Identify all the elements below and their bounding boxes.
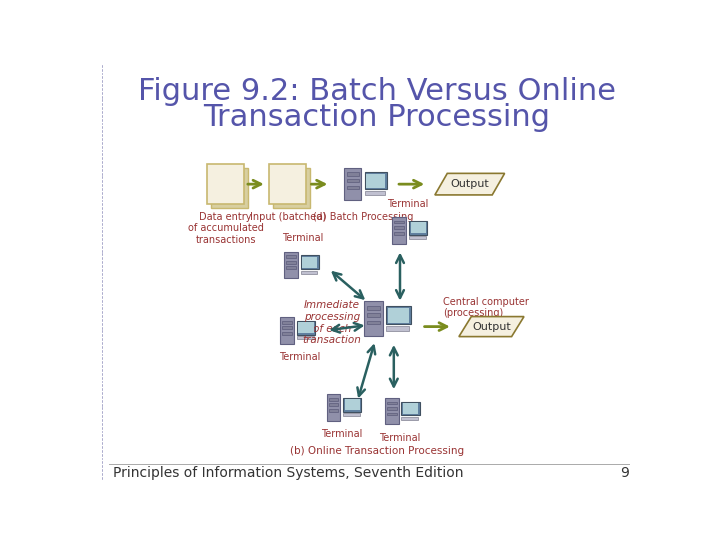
FancyBboxPatch shape bbox=[301, 255, 319, 269]
Text: Terminal: Terminal bbox=[387, 199, 428, 209]
Text: Data entry
of accumulated
transactions: Data entry of accumulated transactions bbox=[188, 212, 264, 245]
FancyBboxPatch shape bbox=[282, 321, 292, 323]
FancyBboxPatch shape bbox=[343, 398, 361, 411]
FancyBboxPatch shape bbox=[301, 271, 318, 274]
FancyBboxPatch shape bbox=[409, 236, 426, 239]
FancyBboxPatch shape bbox=[366, 306, 380, 309]
FancyBboxPatch shape bbox=[346, 186, 359, 189]
FancyBboxPatch shape bbox=[328, 403, 338, 406]
FancyBboxPatch shape bbox=[282, 326, 292, 329]
FancyBboxPatch shape bbox=[297, 336, 313, 340]
FancyBboxPatch shape bbox=[328, 398, 338, 401]
FancyBboxPatch shape bbox=[402, 403, 418, 414]
FancyBboxPatch shape bbox=[207, 164, 244, 204]
FancyBboxPatch shape bbox=[409, 221, 427, 234]
FancyBboxPatch shape bbox=[364, 191, 385, 195]
FancyBboxPatch shape bbox=[410, 222, 426, 233]
Text: (b) Online Transaction Processing: (b) Online Transaction Processing bbox=[289, 446, 464, 456]
FancyBboxPatch shape bbox=[211, 168, 248, 208]
FancyBboxPatch shape bbox=[395, 226, 404, 229]
FancyBboxPatch shape bbox=[388, 308, 409, 322]
Text: Figure 9.2: Batch Versus Online: Figure 9.2: Batch Versus Online bbox=[138, 77, 616, 106]
FancyBboxPatch shape bbox=[395, 221, 404, 224]
FancyBboxPatch shape bbox=[343, 413, 360, 416]
FancyBboxPatch shape bbox=[387, 306, 410, 325]
FancyBboxPatch shape bbox=[392, 217, 406, 244]
FancyBboxPatch shape bbox=[366, 313, 380, 317]
FancyBboxPatch shape bbox=[387, 402, 397, 404]
FancyBboxPatch shape bbox=[269, 164, 306, 204]
FancyBboxPatch shape bbox=[364, 172, 387, 189]
FancyBboxPatch shape bbox=[366, 321, 380, 325]
FancyBboxPatch shape bbox=[346, 179, 359, 183]
Text: (a) Batch Processing: (a) Batch Processing bbox=[312, 212, 413, 222]
FancyBboxPatch shape bbox=[366, 174, 385, 187]
Text: 9: 9 bbox=[620, 466, 629, 480]
Polygon shape bbox=[459, 316, 524, 336]
Text: Terminal: Terminal bbox=[282, 233, 324, 244]
FancyBboxPatch shape bbox=[345, 399, 360, 410]
FancyBboxPatch shape bbox=[282, 332, 292, 335]
Text: Transaction Processing: Transaction Processing bbox=[203, 103, 550, 132]
FancyBboxPatch shape bbox=[298, 322, 313, 333]
FancyBboxPatch shape bbox=[328, 409, 338, 411]
Text: Immediate
processing
of each
transaction: Immediate processing of each transaction bbox=[302, 300, 361, 345]
FancyBboxPatch shape bbox=[286, 255, 296, 258]
FancyBboxPatch shape bbox=[286, 261, 296, 264]
FancyBboxPatch shape bbox=[401, 417, 418, 420]
FancyBboxPatch shape bbox=[280, 318, 294, 343]
Text: Central computer
(processing): Central computer (processing) bbox=[443, 296, 528, 318]
Text: Terminal: Terminal bbox=[379, 433, 420, 443]
FancyBboxPatch shape bbox=[387, 326, 409, 331]
FancyBboxPatch shape bbox=[344, 168, 361, 200]
FancyBboxPatch shape bbox=[302, 256, 318, 268]
Text: Input (batched): Input (batched) bbox=[250, 212, 325, 222]
FancyBboxPatch shape bbox=[384, 398, 399, 424]
Text: Principles of Information Systems, Seventh Edition: Principles of Information Systems, Seven… bbox=[113, 466, 464, 480]
FancyBboxPatch shape bbox=[327, 394, 341, 421]
FancyBboxPatch shape bbox=[395, 232, 404, 234]
Text: Terminal: Terminal bbox=[321, 429, 363, 439]
Text: Terminal: Terminal bbox=[279, 352, 320, 362]
FancyBboxPatch shape bbox=[284, 252, 298, 278]
Polygon shape bbox=[435, 173, 505, 195]
FancyBboxPatch shape bbox=[346, 172, 359, 176]
FancyBboxPatch shape bbox=[364, 301, 382, 336]
FancyBboxPatch shape bbox=[286, 266, 296, 269]
FancyBboxPatch shape bbox=[401, 402, 420, 415]
FancyBboxPatch shape bbox=[273, 168, 310, 208]
FancyBboxPatch shape bbox=[387, 413, 397, 415]
FancyBboxPatch shape bbox=[297, 321, 315, 335]
FancyBboxPatch shape bbox=[387, 407, 397, 410]
Text: Output: Output bbox=[472, 322, 510, 332]
Text: Output: Output bbox=[451, 179, 489, 189]
